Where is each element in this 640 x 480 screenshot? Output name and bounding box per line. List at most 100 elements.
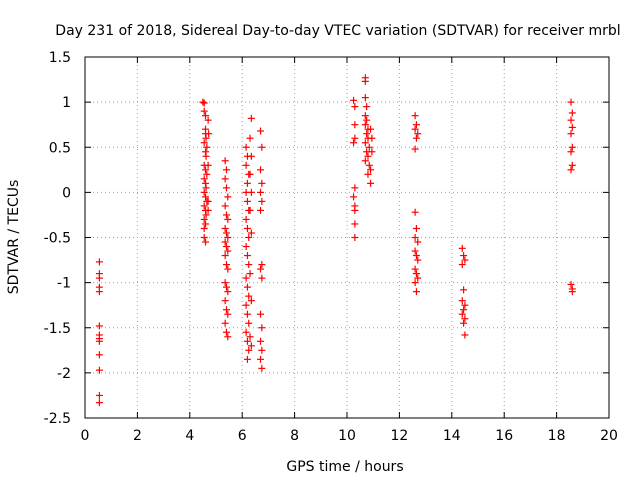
data-point bbox=[257, 166, 265, 174]
y-axis-label: SDTVAR / TECUs bbox=[6, 180, 22, 295]
data-point bbox=[568, 143, 576, 151]
data-point bbox=[257, 265, 265, 273]
data-point bbox=[567, 148, 575, 156]
data-point bbox=[243, 252, 251, 260]
data-point bbox=[412, 288, 420, 296]
data-point bbox=[246, 206, 254, 214]
y-tick-label: 0 bbox=[62, 185, 71, 201]
data-point bbox=[368, 134, 376, 142]
data-point bbox=[200, 175, 208, 183]
data-point bbox=[411, 208, 419, 216]
data-point bbox=[243, 197, 251, 205]
data-point bbox=[361, 94, 369, 102]
data-point bbox=[567, 98, 575, 106]
data-point bbox=[247, 229, 255, 237]
data-point bbox=[257, 206, 265, 214]
data-point bbox=[203, 170, 211, 178]
data-point bbox=[224, 310, 232, 318]
x-tick-label: 10 bbox=[338, 428, 356, 444]
data-point bbox=[414, 274, 422, 282]
data-point bbox=[365, 143, 373, 151]
data-point bbox=[200, 188, 208, 196]
data-point bbox=[246, 333, 254, 341]
data-point bbox=[460, 252, 468, 260]
data-point bbox=[361, 77, 369, 85]
data-point bbox=[95, 258, 103, 266]
data-point bbox=[460, 306, 468, 314]
data-point bbox=[258, 261, 266, 269]
data-point bbox=[258, 179, 266, 187]
data-point bbox=[412, 270, 420, 278]
data-point bbox=[461, 301, 469, 309]
data-point bbox=[221, 279, 229, 287]
data-point bbox=[412, 224, 420, 232]
data-point bbox=[257, 310, 265, 318]
data-point bbox=[202, 238, 210, 246]
data-point bbox=[222, 306, 230, 314]
x-tick-label: 12 bbox=[390, 428, 408, 444]
x-tick-label: 0 bbox=[81, 428, 90, 444]
data-point bbox=[200, 139, 208, 147]
data-point bbox=[351, 121, 359, 129]
data-point bbox=[246, 270, 254, 278]
data-point bbox=[200, 107, 208, 115]
data-point bbox=[224, 265, 232, 273]
data-point bbox=[245, 346, 253, 354]
data-point bbox=[365, 161, 373, 169]
data-point bbox=[221, 157, 229, 165]
data-point bbox=[350, 193, 358, 201]
data-point bbox=[221, 252, 229, 260]
y-tick-label: 1 bbox=[62, 95, 71, 111]
data-point bbox=[95, 288, 103, 296]
data-point bbox=[202, 112, 210, 120]
data-point bbox=[368, 148, 376, 156]
data-point bbox=[200, 234, 208, 241]
x-tick-label: 2 bbox=[133, 428, 142, 444]
x-tick-label: 16 bbox=[495, 428, 513, 444]
data-point bbox=[458, 244, 466, 252]
data-point bbox=[221, 175, 229, 183]
data-point bbox=[258, 364, 266, 372]
data-point bbox=[247, 114, 255, 122]
data-point bbox=[224, 333, 232, 341]
x-tick-label: 4 bbox=[185, 428, 194, 444]
data-point bbox=[350, 139, 358, 147]
data-point bbox=[221, 297, 229, 305]
data-point bbox=[200, 215, 208, 223]
grid-lines bbox=[85, 57, 609, 418]
data-point bbox=[257, 188, 265, 196]
data-point bbox=[350, 96, 358, 104]
data-point bbox=[568, 161, 576, 169]
data-point bbox=[242, 143, 250, 151]
data-point bbox=[247, 188, 255, 196]
x-tick-label: 6 bbox=[238, 428, 247, 444]
data-point bbox=[204, 116, 212, 124]
data-point bbox=[95, 337, 103, 345]
data-point bbox=[202, 152, 210, 160]
x-tick-label: 20 bbox=[600, 428, 618, 444]
x-tick-label: 8 bbox=[290, 428, 299, 444]
data-point bbox=[224, 215, 232, 223]
data-point bbox=[361, 112, 369, 120]
data-point bbox=[568, 288, 576, 296]
data-point bbox=[414, 256, 422, 264]
data-point bbox=[245, 319, 253, 327]
data-point bbox=[411, 234, 419, 241]
data-point bbox=[204, 206, 212, 214]
chart-title: Day 231 of 2018, Sidereal Day-to-day VTE… bbox=[55, 23, 620, 39]
data-point bbox=[222, 211, 230, 219]
data-point bbox=[568, 123, 576, 131]
data-point bbox=[243, 224, 251, 232]
data-point bbox=[351, 184, 359, 192]
data-point bbox=[221, 224, 229, 232]
data-point bbox=[461, 315, 469, 323]
data-point bbox=[242, 274, 250, 282]
data-point bbox=[258, 197, 266, 205]
y-tick-label: -2 bbox=[57, 366, 71, 382]
data-point bbox=[222, 261, 230, 269]
data-point bbox=[363, 130, 371, 138]
data-point bbox=[351, 103, 359, 111]
y-tick-label: -1 bbox=[57, 276, 71, 292]
data-point bbox=[567, 166, 575, 174]
